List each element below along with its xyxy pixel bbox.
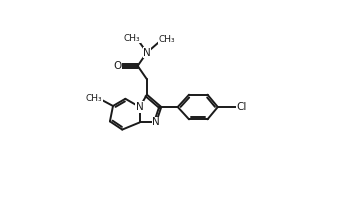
Text: N: N — [143, 48, 151, 58]
Text: O: O — [113, 61, 121, 71]
Text: CH₃: CH₃ — [85, 94, 102, 103]
Text: N: N — [136, 102, 144, 112]
Text: N: N — [152, 117, 160, 127]
Text: Cl: Cl — [236, 102, 246, 112]
Text: CH₃: CH₃ — [159, 35, 175, 44]
Text: CH₃: CH₃ — [124, 34, 140, 43]
